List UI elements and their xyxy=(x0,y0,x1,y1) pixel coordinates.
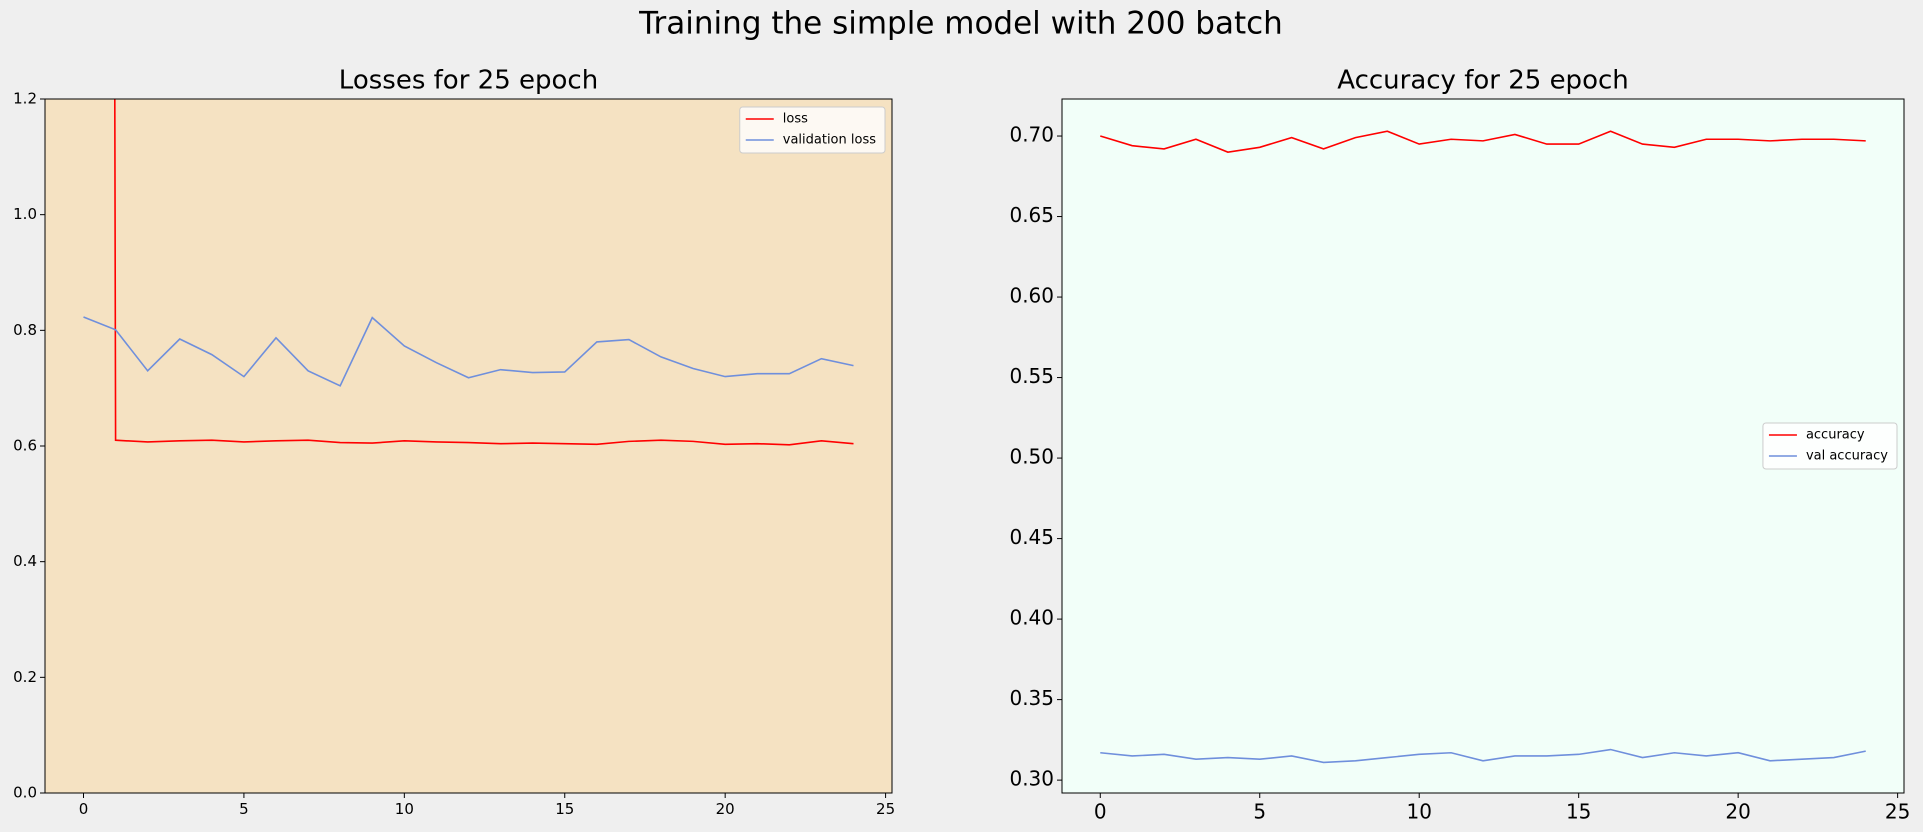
y-tick-label: 0.65 xyxy=(1009,203,1054,227)
subplot: Losses for 25 epoch 0 5 10 15 20 25 0.0 0.2 0.4 0.… xyxy=(13,66,895,819)
x-tick-label: 10 xyxy=(395,800,414,818)
series-line xyxy=(83,316,854,387)
x-tick-label: 5 xyxy=(239,800,249,818)
y-tick-label: 0.45 xyxy=(1009,525,1054,549)
y-tick-label: 0.55 xyxy=(1009,364,1054,388)
plot-area xyxy=(45,99,892,793)
legend: loss validation loss xyxy=(739,106,886,154)
x-tick-label: 0 xyxy=(1094,800,1107,824)
axes-frame xyxy=(1061,98,1905,794)
x-tick-label: 20 xyxy=(716,800,735,818)
y-tick-label: 0.6 xyxy=(13,437,37,455)
series-line xyxy=(1100,130,1866,153)
legend-label: accuracy xyxy=(1806,428,1865,443)
y-tick-label: 0.2 xyxy=(13,668,37,686)
legend-box xyxy=(739,106,886,154)
y-tick-label: 1.0 xyxy=(13,205,37,223)
x-tick-label: 25 xyxy=(876,800,895,818)
x-tick-label: 0 xyxy=(79,800,89,818)
axes-frame xyxy=(44,98,893,794)
series-line xyxy=(1100,748,1866,764)
y-tick-label: 0.35 xyxy=(1009,686,1054,710)
figure-title: Training the simple model with 200 batch xyxy=(638,6,1283,42)
y-tick-label: 0.60 xyxy=(1009,284,1054,308)
y-tick-label: 0.0 xyxy=(13,784,37,802)
x-tick-label: 15 xyxy=(555,800,574,818)
subplot-title: Losses for 25 epoch xyxy=(339,66,598,96)
x-tick-label: 20 xyxy=(1725,800,1750,824)
y-tick-label: 0.70 xyxy=(1009,123,1054,147)
y-tick-label: 0.50 xyxy=(1009,445,1054,469)
legend-label: val accuracy xyxy=(1806,449,1888,464)
x-tick-label: 5 xyxy=(1253,800,1266,824)
legend-label: loss xyxy=(783,112,808,127)
x-tick-label: 15 xyxy=(1566,800,1591,824)
legend-label: validation loss xyxy=(783,133,876,148)
x-tick-label: 10 xyxy=(1406,800,1431,824)
legend: accuracy val accuracy xyxy=(1762,422,1898,470)
y-tick-label: 0.8 xyxy=(13,321,37,339)
subplot: Accuracy for 25 epoch 0 5 10 15 20 25 0.30 0.35 0… xyxy=(1009,66,1910,824)
y-tick-label: 0.4 xyxy=(13,552,37,570)
y-tick-label: 1.2 xyxy=(13,90,37,108)
x-tick-label: 25 xyxy=(1885,800,1910,824)
y-tick-label: 0.30 xyxy=(1009,767,1054,791)
y-tick-label: 0.40 xyxy=(1009,606,1054,630)
series-line xyxy=(114,99,854,446)
subplot-title: Accuracy for 25 epoch xyxy=(1337,66,1629,96)
